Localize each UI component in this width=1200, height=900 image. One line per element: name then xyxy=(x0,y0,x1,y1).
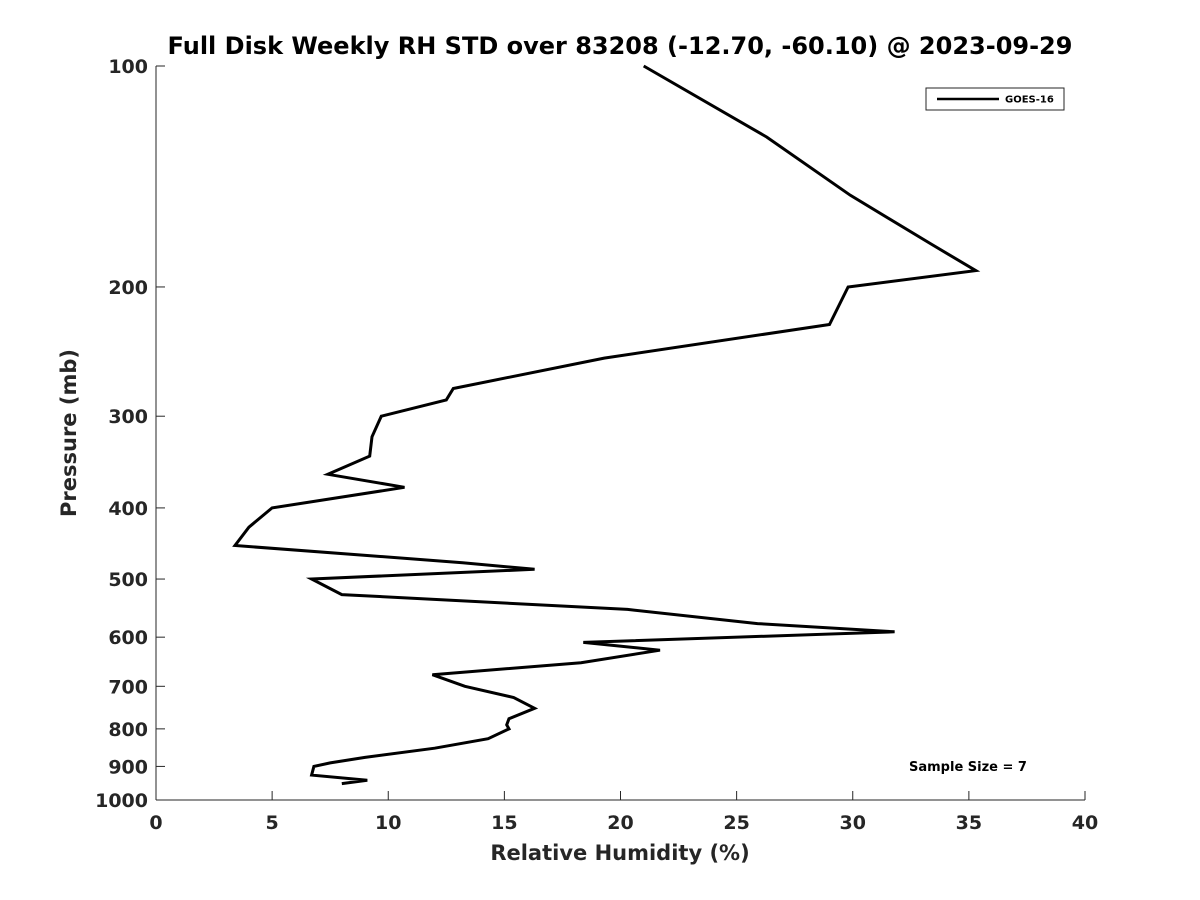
x-tick-label: 40 xyxy=(1072,812,1098,834)
x-axis-label: Relative Humidity (%) xyxy=(490,841,749,865)
x-tick-label: 15 xyxy=(491,812,517,834)
x-tick-label: 30 xyxy=(840,812,866,834)
x-tick-label: 35 xyxy=(956,812,982,834)
y-tick-label: 600 xyxy=(108,627,148,649)
x-tick-label: 10 xyxy=(375,812,401,834)
y-tick-label: 400 xyxy=(108,498,148,520)
plot-area: 0 5 10 15 20 25 30 35 40 100 200 300 400 500 600 700 800… xyxy=(95,56,1098,834)
x-tick-label: 0 xyxy=(149,812,162,834)
chart-title: Full Disk Weekly RH STD over 83208 (-12.… xyxy=(168,32,1073,60)
x-tick-label: 5 xyxy=(266,812,279,834)
x-tick-label: 25 xyxy=(723,812,749,834)
y-axis-label: Pressure (mb) xyxy=(57,349,81,517)
legend-label-goes-16: GOES-16 xyxy=(1005,95,1054,106)
x-tick-label: 20 xyxy=(607,812,633,834)
legend: GOES-16 xyxy=(925,87,1065,111)
y-tick-label: 300 xyxy=(108,406,148,428)
y-tick-label: 800 xyxy=(108,719,148,741)
y-tick-label: 900 xyxy=(108,756,148,778)
sample-size-annotation: Sample Size = 7 xyxy=(909,760,1027,775)
y-tick-label: 100 xyxy=(108,56,148,78)
y-tick-label: 1000 xyxy=(95,790,148,812)
series-line-goes-16 xyxy=(232,64,981,786)
y-tick-label: 200 xyxy=(108,277,148,299)
y-tick-label: 500 xyxy=(108,569,148,591)
y-tick-label: 700 xyxy=(108,676,148,698)
